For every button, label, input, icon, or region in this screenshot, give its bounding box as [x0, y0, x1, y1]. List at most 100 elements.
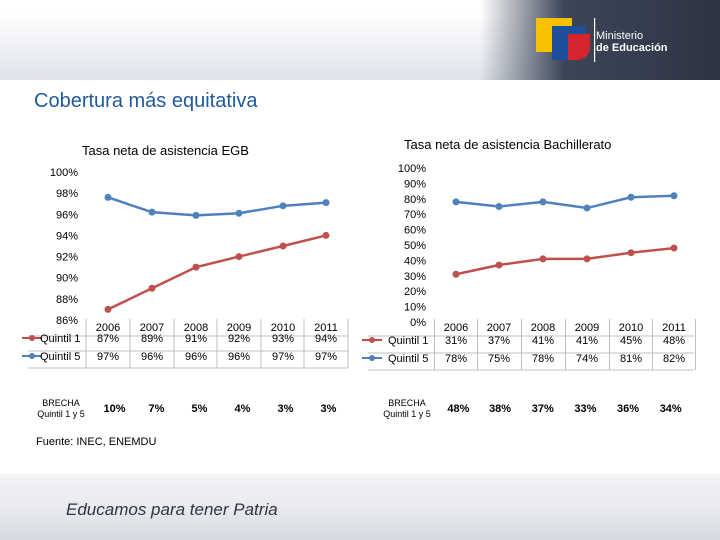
- y-tick-label: 60%: [404, 225, 426, 237]
- data-point: [583, 255, 591, 263]
- data-label: 41%: [532, 335, 554, 347]
- series-line-quintil-5: [107, 196, 327, 217]
- data-label: 82%: [663, 353, 685, 365]
- y-tick-label: 20%: [404, 286, 426, 298]
- data-point: [452, 198, 460, 206]
- data-label: 78%: [532, 353, 554, 365]
- data-label: 91%: [185, 333, 207, 345]
- series-line-quintil-5: [455, 194, 675, 210]
- data-point: [322, 231, 330, 239]
- x-tick-label: 2008: [531, 322, 555, 334]
- page-title: Cobertura más equitativa: [34, 90, 258, 112]
- data-point: [235, 253, 243, 261]
- data-point: [670, 244, 678, 252]
- data-point: [495, 203, 503, 210]
- data-point: [279, 242, 287, 250]
- x-tick-label: 2010: [619, 322, 643, 334]
- y-tick-label: 92%: [56, 252, 78, 264]
- brecha-row-egb: BRECHA Quintil 1 y 5 10% 7% 5% 4% 3% 3%: [28, 378, 350, 440]
- y-tick-label: 90%: [56, 273, 78, 285]
- data-point: [495, 261, 503, 269]
- brecha-value: 3%: [264, 378, 307, 440]
- x-tick-label: 2006: [96, 322, 120, 334]
- data-label: 37%: [488, 335, 510, 347]
- x-tick-label: 2009: [227, 322, 251, 334]
- legend-marker: [369, 337, 375, 343]
- y-tick-label: 80%: [404, 194, 426, 206]
- footer-slogan: Educamos para tener Patria: [66, 500, 278, 519]
- brecha-row-bachillerato: BRECHA Quintil 1 y 5 48% 38% 37% 33% 36% …: [376, 378, 693, 440]
- y-tick-label: 0%: [410, 317, 426, 329]
- brecha-value: 5%: [178, 378, 221, 440]
- brecha-value: 7%: [135, 378, 178, 440]
- x-tick-label: 2007: [487, 322, 511, 334]
- data-point: [192, 263, 200, 271]
- data-point: [148, 284, 156, 292]
- data-point: [322, 199, 330, 207]
- series-name: Quintil 5: [40, 351, 80, 363]
- data-point: [452, 270, 460, 278]
- legend-marker: [29, 353, 35, 359]
- y-tick-label: 30%: [404, 271, 426, 283]
- data-point: [148, 208, 156, 216]
- data-label: 45%: [620, 335, 642, 347]
- y-tick-label: 40%: [404, 255, 426, 267]
- data-point: [627, 249, 635, 257]
- header-band: [0, 0, 720, 80]
- y-tick-label: 98%: [56, 188, 78, 200]
- data-label: 87%: [97, 333, 119, 345]
- brecha-value: 38%: [478, 378, 522, 440]
- y-tick-label: 96%: [56, 209, 78, 221]
- logo-text: Ministerio de Educación: [596, 30, 668, 54]
- data-label: 96%: [185, 351, 207, 363]
- data-point: [670, 192, 678, 200]
- y-tick-label: 50%: [404, 240, 426, 252]
- chart-title-egb: Tasa neta de asistencia EGB: [82, 143, 249, 158]
- brecha-value: 3%: [307, 378, 350, 440]
- data-point: [235, 209, 243, 217]
- y-tick-label: 90%: [404, 178, 426, 190]
- series-name: Quintil 5: [388, 353, 428, 365]
- x-tick-label: 2011: [314, 322, 338, 334]
- ministerio-logo-icon: [536, 18, 596, 62]
- data-label: 96%: [141, 351, 163, 363]
- chart-title-bachillerato: Tasa neta de asistencia Bachillerato: [404, 137, 612, 152]
- y-tick-label: 100%: [398, 163, 426, 175]
- y-tick-label: 86%: [56, 315, 78, 327]
- data-label: 75%: [488, 353, 510, 365]
- y-tick-label: 88%: [56, 294, 78, 306]
- data-label: 93%: [272, 333, 294, 345]
- y-tick-label: 10%: [404, 302, 426, 314]
- series-name: Quintil 1: [388, 335, 428, 347]
- data-label: 31%: [445, 335, 467, 347]
- y-tick-label: 94%: [56, 230, 78, 242]
- data-point: [539, 198, 547, 206]
- data-label: 78%: [445, 353, 467, 365]
- legend-marker: [29, 335, 35, 341]
- series-line-quintil-1: [455, 246, 675, 276]
- brecha-value: 37%: [521, 378, 565, 440]
- data-label: 48%: [663, 335, 685, 347]
- x-tick-label: 2011: [662, 322, 686, 334]
- brecha-label: BRECHA Quintil 1 y 5: [28, 378, 94, 440]
- legend-marker: [369, 355, 375, 361]
- brecha-value: 48%: [438, 378, 479, 440]
- data-label: 81%: [620, 353, 642, 365]
- data-point: [583, 204, 591, 212]
- brecha-value: 36%: [606, 378, 650, 440]
- brecha-value: 4%: [221, 378, 264, 440]
- x-tick-label: 2009: [575, 322, 599, 334]
- data-point: [192, 211, 200, 219]
- series-line-quintil-1: [107, 234, 327, 311]
- x-tick-label: 2010: [271, 322, 295, 334]
- x-tick-label: 2006: [444, 322, 468, 334]
- data-label: 74%: [576, 353, 598, 365]
- data-label: 97%: [272, 351, 294, 363]
- data-label: 96%: [228, 351, 250, 363]
- footer-band: [0, 474, 720, 540]
- data-point: [539, 255, 547, 263]
- brecha-label: BRECHA Quintil 1 y 5: [376, 378, 439, 440]
- data-label: 97%: [315, 351, 337, 363]
- y-tick-label: 100%: [50, 167, 78, 179]
